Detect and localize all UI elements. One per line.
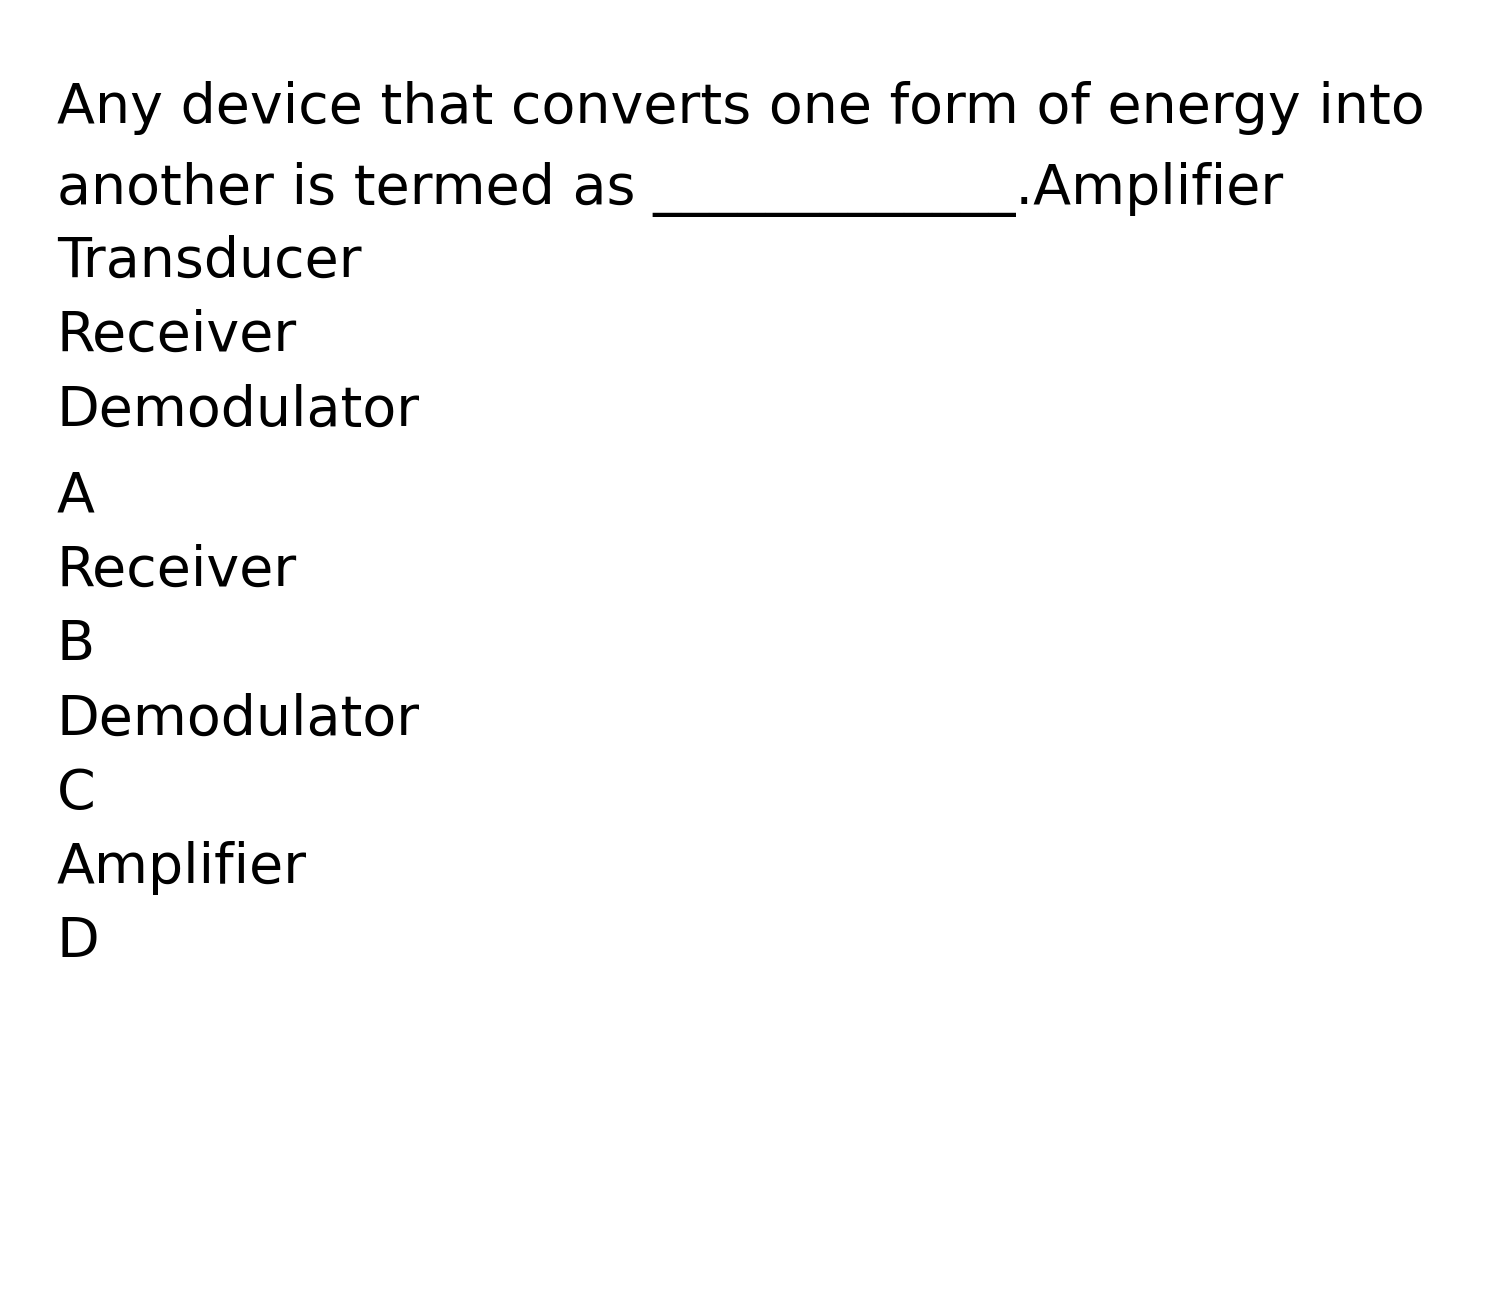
Text: Amplifier: Amplifier [57, 841, 308, 895]
Text: Transducer: Transducer [57, 235, 362, 288]
Text: C: C [57, 767, 96, 820]
Text: A: A [57, 469, 94, 523]
Text: Receiver: Receiver [57, 544, 297, 597]
Text: B: B [57, 618, 94, 672]
Text: D: D [57, 915, 99, 969]
Text: Receiver: Receiver [57, 309, 297, 363]
Text: another is termed as _____________.Amplifier: another is termed as _____________.Ampli… [57, 162, 1282, 216]
Text: Demodulator: Demodulator [57, 383, 420, 437]
Text: Any device that converts one form of energy into: Any device that converts one form of ene… [57, 81, 1425, 134]
Text: Demodulator: Demodulator [57, 692, 420, 746]
